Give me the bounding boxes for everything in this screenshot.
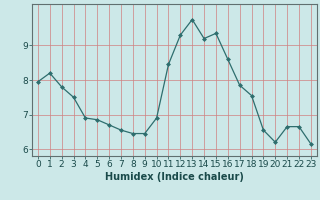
- X-axis label: Humidex (Indice chaleur): Humidex (Indice chaleur): [105, 172, 244, 182]
